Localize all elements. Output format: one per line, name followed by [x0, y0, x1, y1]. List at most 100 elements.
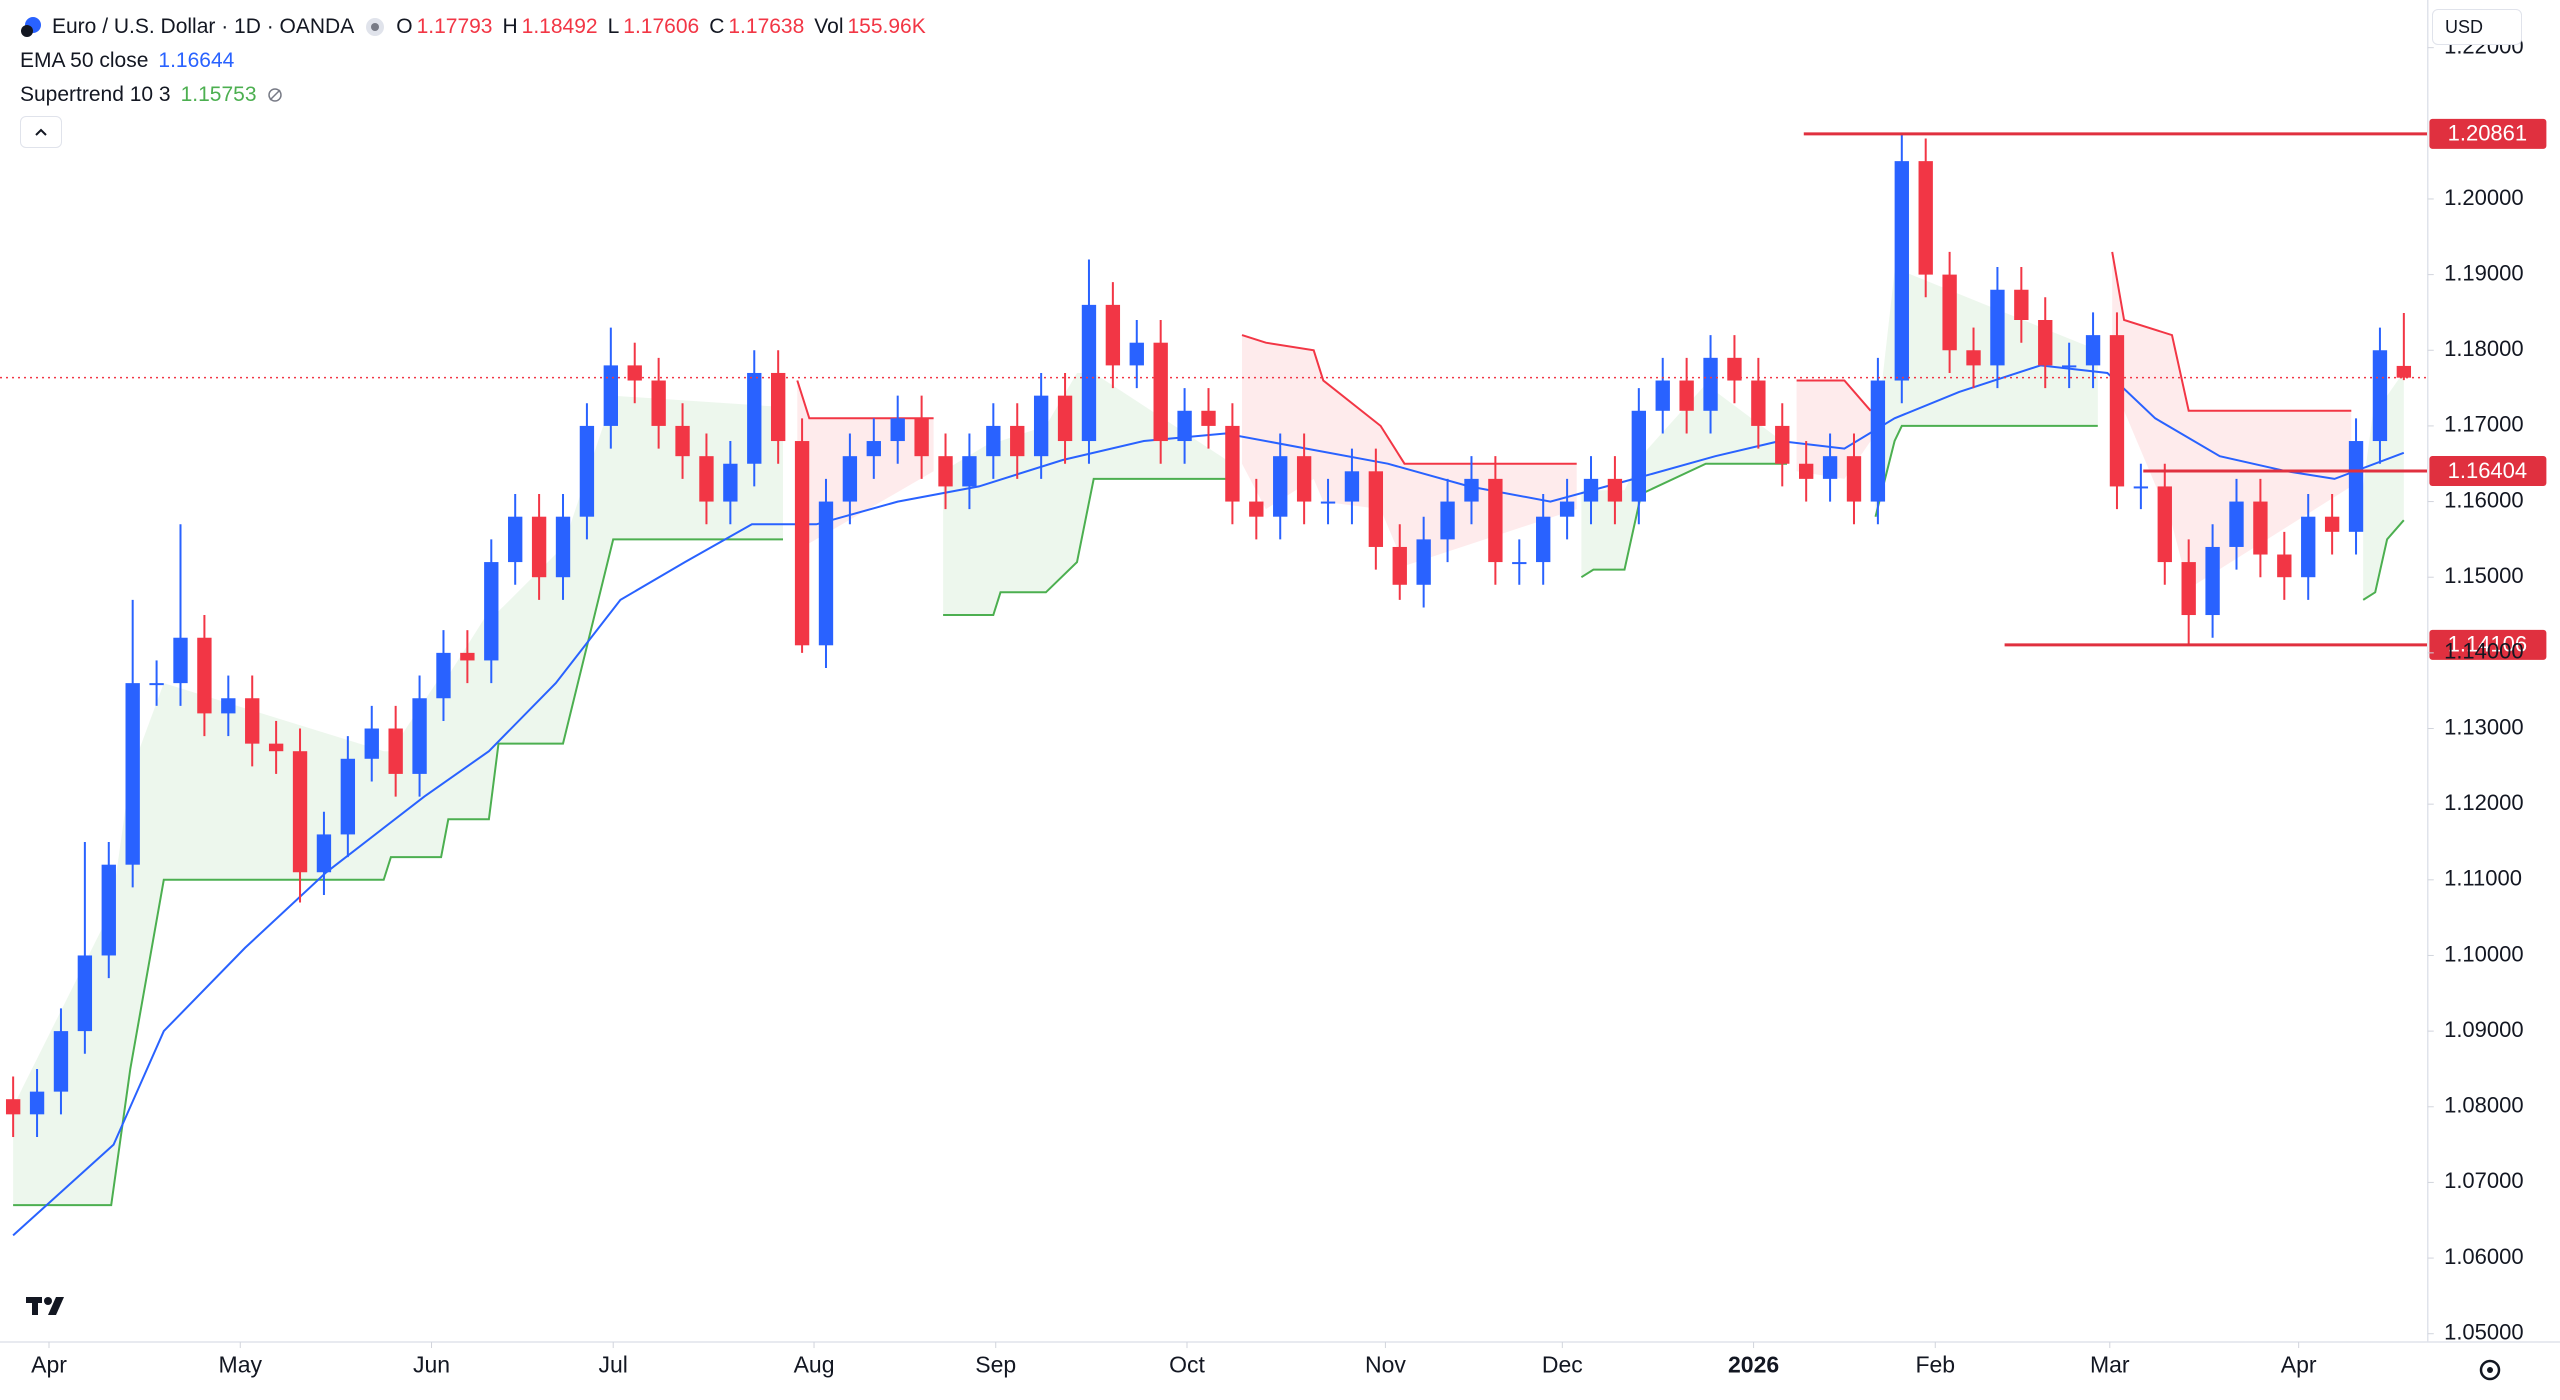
- symbol-title: Euro / U.S. Dollar · 1D · OANDA: [52, 15, 355, 38]
- market-status: [366, 18, 385, 36]
- candle-body: [1129, 342, 1144, 366]
- collapse-button[interactable]: [20, 116, 62, 148]
- candle-body: [1177, 410, 1192, 442]
- ema-row: EMA 50 close 1.16644: [20, 44, 926, 78]
- volume-value: 155.96K: [847, 15, 926, 38]
- candle-body: [2133, 486, 2149, 489]
- x-tick-label: Dec: [1542, 1352, 1583, 1378]
- candle-body: [388, 728, 403, 774]
- supertrend-row: Supertrend 10 3 1.15753: [20, 78, 926, 112]
- candle-body: [962, 456, 977, 487]
- candle-body: [412, 698, 427, 774]
- candle-body: [1655, 380, 1670, 411]
- candles: [5, 133, 2412, 1138]
- candle-body: [699, 456, 714, 502]
- level-label-box: [2429, 629, 2547, 660]
- hidden-icon[interactable]: [267, 87, 283, 103]
- candle-body: [2061, 365, 2077, 368]
- candle-body: [531, 516, 547, 578]
- candle-body: [1392, 546, 1407, 585]
- candle-body: [723, 463, 738, 502]
- settings-icon[interactable]: [2479, 1359, 2501, 1381]
- candle-body: [2229, 501, 2244, 547]
- candle-body: [1105, 304, 1121, 366]
- candle-body: [77, 955, 93, 1032]
- candle-body: [747, 372, 762, 464]
- candle-body: [1727, 357, 1742, 381]
- supertrend-line: [13, 424, 2405, 1207]
- candle-body: [1153, 342, 1168, 442]
- supertrend-fill: [13, 395, 784, 1206]
- candle-body: [1464, 478, 1479, 502]
- volume-label: Vol: [814, 15, 844, 38]
- candle-body: [627, 365, 642, 381]
- candle-body: [508, 516, 523, 563]
- candle-body: [1990, 289, 2005, 366]
- candle-body: [866, 441, 881, 457]
- chevron-up: [35, 128, 47, 136]
- candle-body: [1033, 395, 1049, 457]
- y-tick-label: 1.07000: [2444, 1168, 2524, 1193]
- x-tick-label: Mar: [2090, 1352, 2130, 1378]
- candle-body: [316, 834, 332, 873]
- candle-body: [1440, 501, 1455, 540]
- candle-body: [1799, 463, 1814, 479]
- x-tick-label: Feb: [1915, 1352, 1955, 1378]
- candle-body: [1344, 471, 1360, 502]
- y-tick-label: 1.14000: [2444, 639, 2524, 664]
- ohlc-value: 1.17793: [416, 15, 493, 38]
- candle-body: [603, 365, 618, 426]
- legend: Euro / U.S. Dollar · 1D · OANDA O 1.17793…: [20, 10, 926, 148]
- x-tick-label: 2026: [1728, 1352, 1779, 1378]
- candle-body: [1488, 478, 1503, 563]
- ohlc-label: H: [502, 15, 518, 38]
- ema-label: EMA 50 close: [20, 49, 149, 72]
- candle-body: [1607, 478, 1623, 502]
- x-tick-label: Oct: [1169, 1352, 1205, 1378]
- candle-body: [5, 1099, 21, 1115]
- candle-body: [1249, 501, 1264, 517]
- candle-body: [2396, 365, 2412, 378]
- candle-body: [651, 380, 666, 426]
- candle-body: [914, 418, 929, 457]
- candle-body: [2324, 516, 2340, 532]
- candle-body: [221, 698, 236, 714]
- y-tick-label: 1.10000: [2444, 941, 2524, 966]
- y-tick-label: 1.05000: [2444, 1320, 2524, 1345]
- x-tick-label: Aug: [794, 1352, 835, 1378]
- candle-body: [890, 418, 905, 442]
- candle-body: [2085, 335, 2101, 366]
- candle-body: [555, 516, 571, 578]
- y-tick-label: 1.19000: [2444, 260, 2524, 285]
- candle-body: [149, 683, 164, 686]
- y-tick-label: 1.12000: [2444, 790, 2524, 815]
- candle-body: [1416, 539, 1431, 585]
- overlays: 1.20861 1.16404 1.14106: [0, 118, 2547, 660]
- candle-body: [484, 562, 499, 661]
- currency-button[interactable]: USD: [2432, 9, 2522, 45]
- candle-body: [675, 425, 690, 457]
- level-label: 1.20861: [2448, 121, 2528, 146]
- x-tick-label: Apr: [2281, 1352, 2317, 1378]
- candle-body: [1559, 501, 1575, 517]
- x-tick-label: Jul: [599, 1352, 628, 1378]
- candle-body: [364, 728, 379, 759]
- ohlc-value: 1.17606: [623, 15, 700, 38]
- indicator-lines: [12, 251, 2405, 1237]
- candle-body: [842, 456, 858, 502]
- candle-body: [2348, 441, 2364, 532]
- candle-body: [2157, 486, 2172, 563]
- y-tick-label: 1.09000: [2444, 1017, 2524, 1042]
- currency: USD: [2445, 16, 2484, 37]
- candle-body: [2277, 554, 2292, 578]
- y-tick-label: 1.16000: [2444, 487, 2524, 512]
- supertrend-value: 1.15753: [180, 83, 257, 106]
- candle-body: [1846, 456, 1862, 502]
- candle-body: [1918, 161, 1933, 275]
- candle-body: [1822, 456, 1838, 479]
- candle-body: [1679, 380, 1694, 411]
- candle-body: [1512, 562, 1527, 565]
- y-tick-label: 1.15000: [2444, 563, 2524, 588]
- candle-body: [1966, 350, 1981, 366]
- candle-body: [2372, 350, 2388, 442]
